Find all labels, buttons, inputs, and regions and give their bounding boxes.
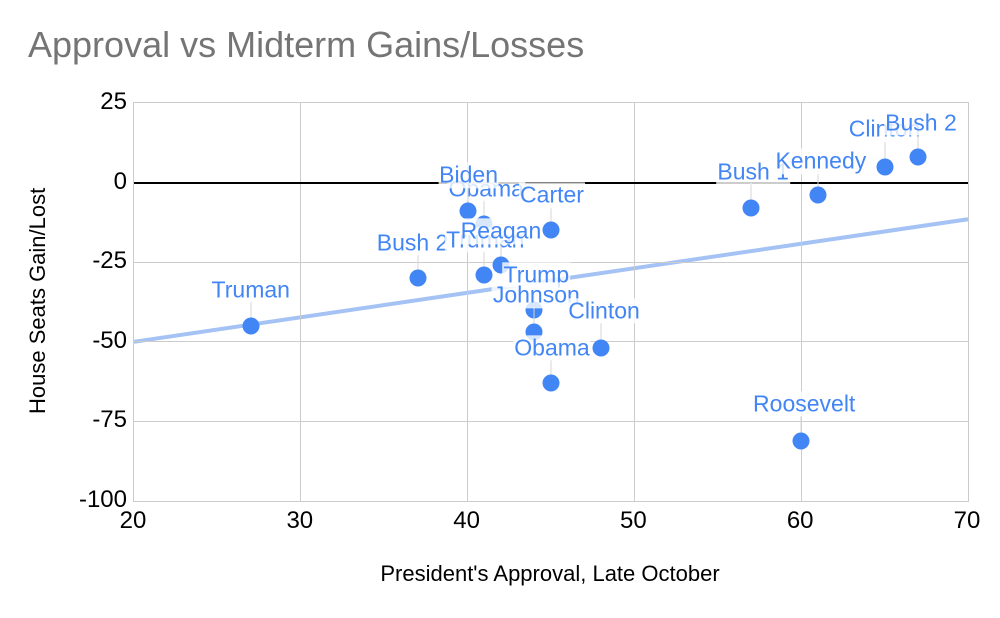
label-leader-line	[750, 183, 752, 201]
data-point-label: Bush 2	[375, 229, 450, 256]
data-point	[592, 339, 610, 357]
x-axis-tick-label: 60	[786, 507, 814, 534]
data-point-label: Truman	[210, 276, 291, 303]
data-point-label: Clinton	[567, 297, 641, 324]
data-point-label: Johnson	[491, 281, 581, 308]
data-point-label: Biden	[438, 161, 500, 188]
data-point	[742, 199, 760, 217]
y-axis-tick-label: -50	[92, 326, 127, 354]
data-point-label: Carter	[519, 181, 585, 209]
data-point-label: Reagan	[459, 217, 543, 245]
data-point	[542, 374, 560, 392]
gridline-horizontal	[134, 420, 968, 422]
x-axis-tick-label: 20	[119, 507, 147, 534]
gridline-vertical	[300, 103, 302, 501]
data-point-label: Kennedy	[774, 147, 868, 174]
x-axis-tick-label: 70	[953, 507, 981, 534]
x-axis-tick-label: 50	[620, 507, 647, 534]
gridline-vertical	[800, 103, 802, 501]
label-leader-line	[483, 198, 485, 216]
data-point-label: Bush 2	[884, 109, 958, 136]
data-point	[792, 432, 810, 449]
y-axis-title: House Seats Gain/Lost	[25, 187, 50, 415]
label-leader-line	[467, 186, 469, 204]
data-point	[876, 158, 894, 176]
y-axis-tick-label: 0	[113, 167, 127, 195]
label-leader-line	[817, 170, 819, 188]
data-point	[409, 269, 427, 287]
x-axis-tick-label: 40	[453, 507, 480, 534]
data-point	[459, 202, 477, 220]
data-point	[242, 317, 260, 335]
data-point	[809, 186, 827, 204]
zero-axis-line	[134, 181, 968, 184]
label-leader-line	[800, 415, 802, 433]
chart-title: Approval vs Midterm Gains/Losses	[28, 24, 585, 65]
data-point	[475, 266, 493, 284]
label-leader-line	[917, 132, 919, 150]
label-leader-line	[550, 205, 552, 223]
data-point	[909, 148, 927, 166]
data-point-label: Obama	[513, 334, 591, 361]
y-axis-tick-label: -75	[92, 406, 127, 434]
data-point-label: Roosevelt	[752, 389, 857, 417]
label-leader-line	[533, 307, 535, 325]
label-leader-line	[500, 240, 502, 258]
label-leader-line	[600, 323, 602, 341]
x-axis-tick-label: 30	[286, 507, 314, 534]
y-axis-tick-label: -25	[92, 247, 127, 275]
gridline-horizontal	[134, 261, 968, 263]
gridline-vertical	[467, 103, 469, 501]
x-axis-title: President's Approval, Late October	[380, 561, 720, 586]
label-leader-line	[483, 249, 485, 267]
label-leader-line	[250, 300, 252, 318]
data-point	[542, 221, 560, 239]
label-leader-line	[550, 358, 552, 376]
label-leader-line	[417, 253, 419, 271]
y-axis-tick-label: 25	[100, 88, 127, 115]
y-axis-tick-label: -100	[78, 486, 127, 513]
label-leader-line	[884, 141, 886, 159]
